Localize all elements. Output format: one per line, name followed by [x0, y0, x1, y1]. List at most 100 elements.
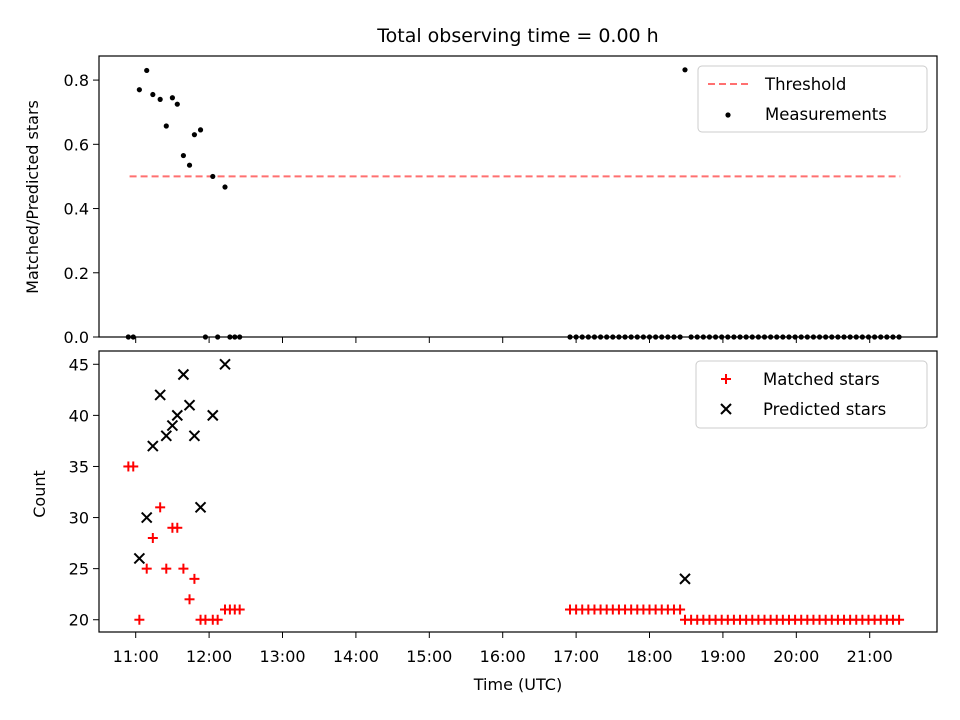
matched-star-point [141, 563, 152, 574]
x-stroke [720, 403, 732, 415]
predicted-star-point [141, 511, 153, 524]
predicted-star-point [166, 419, 179, 432]
matched-star-point [178, 563, 189, 574]
x-axis-label: Time (UTC) [473, 675, 562, 694]
predicted-star-point [679, 573, 691, 585]
bottom-y-ticks: 20 25 30 35 40 45 [69, 355, 99, 630]
measurement-point [163, 123, 169, 129]
matched-star-point [134, 614, 145, 625]
predicted-star-point [154, 389, 166, 401]
x-stroke [171, 409, 184, 422]
matched-star-point [189, 573, 200, 584]
matched-star-point [184, 594, 195, 605]
bottom-x-ticks: 11:00 12:00 13:00 14:00 15:00 16:00 17:00 18:00… [113, 632, 893, 666]
x-tick-label: 19:00 [700, 647, 746, 666]
legend-x-marker [720, 403, 732, 415]
bottom-legend-box [695, 360, 928, 429]
top-y-ticks: 0.0 0.2 0.4 0.6 0.8 [64, 71, 99, 347]
legend-measurements-swatch [725, 112, 731, 118]
measurement-point [210, 173, 216, 180]
predicted-star-point [207, 409, 219, 422]
x-tick-label: 12:00 [186, 647, 232, 666]
x-stroke [160, 430, 172, 442]
predicted-star-point [147, 440, 159, 452]
predicted-star-point [133, 552, 146, 565]
legend-predicted-swatch [720, 403, 732, 415]
x-tick-label: 16:00 [480, 647, 526, 666]
y-tick-label: 0.2 [64, 264, 89, 283]
top-legend-box [697, 65, 928, 133]
x-tick-label: 20:00 [773, 647, 819, 666]
top-axes-frame [98, 55, 938, 338]
legend-matched-swatch [721, 374, 731, 384]
x-tick-label: 21:00 [847, 647, 893, 666]
legend-plus-marker [721, 374, 731, 384]
matched-star-point [675, 604, 686, 615]
y-tick-label: 20 [69, 611, 89, 630]
x-stroke [679, 573, 691, 585]
predicted-star-point [219, 358, 231, 370]
y-tick-label: 0.8 [64, 71, 89, 90]
predicted-star-point [160, 430, 172, 442]
measurement-point [144, 67, 150, 74]
bottom-panel: 20 25 30 35 40 45 11:00 12:00 13:00 14:00 15:00 16… [30, 350, 938, 694]
measurement-point [169, 95, 176, 101]
matched-star-point [128, 461, 139, 472]
matched-star-point [234, 604, 245, 615]
x-stroke [154, 389, 166, 401]
predicted-star-point [183, 399, 196, 411]
top-y-axis-label: Matched/Predicted stars [23, 100, 42, 294]
y-tick-label: 0.0 [64, 328, 89, 347]
x-tick-label: 18:00 [626, 647, 672, 666]
y-tick-label: 40 [69, 406, 89, 425]
x-stroke [133, 552, 146, 565]
measurement-point [150, 91, 156, 98]
matched-star-point [894, 614, 905, 625]
matched-star-point [212, 614, 223, 625]
matched-star-point [155, 502, 166, 513]
count-points [123, 358, 905, 625]
x-stroke [194, 501, 207, 514]
legend-predicted-label: Predicted stars [763, 400, 886, 419]
legend-measurements-label: Measurements [765, 105, 887, 124]
y-tick-label: 0.4 [64, 200, 89, 219]
matched-star-point [147, 532, 158, 543]
measurement-point [174, 101, 180, 107]
legend-threshold-label: Threshold [764, 75, 846, 94]
measurement-point [197, 127, 204, 133]
predicted-star-point [188, 430, 201, 442]
x-stroke [147, 440, 159, 452]
measurement-point [191, 132, 198, 138]
measurement-point [222, 184, 228, 190]
y-tick-label: 0.6 [64, 135, 89, 154]
measurement-point [136, 87, 142, 93]
x-stroke [188, 430, 201, 442]
bottom-y-axis-label: Count [30, 470, 49, 518]
x-tick-label: 11:00 [113, 647, 159, 666]
bottom-legend: Matched stars Predicted stars [695, 360, 928, 429]
predicted-star-point [177, 368, 190, 381]
measurement-point [682, 67, 688, 73]
x-stroke [207, 409, 219, 422]
y-tick-label: 30 [69, 509, 89, 528]
measurement-point [180, 152, 187, 159]
measurement-point [157, 96, 163, 102]
x-stroke [219, 358, 231, 370]
x-tick-label: 17:00 [553, 647, 599, 666]
bottom-axes-frame [98, 350, 938, 633]
x-tick-label: 13:00 [259, 647, 305, 666]
x-tick-label: 14:00 [333, 647, 379, 666]
predicted-star-point [194, 501, 207, 514]
x-tick-label: 15:00 [406, 647, 452, 666]
y-tick-label: 25 [69, 560, 89, 579]
y-tick-label: 45 [69, 355, 89, 374]
predicted-star-point [171, 409, 184, 422]
top-legend: Threshold Measurements [697, 65, 928, 133]
x-stroke [183, 399, 196, 411]
matched-star-point [161, 563, 172, 574]
chart-title: Total observing time = 0.00 h [376, 25, 658, 47]
matched-star-point [172, 522, 183, 533]
top-x-ticks [135, 337, 871, 343]
y-tick-label: 35 [69, 457, 89, 476]
